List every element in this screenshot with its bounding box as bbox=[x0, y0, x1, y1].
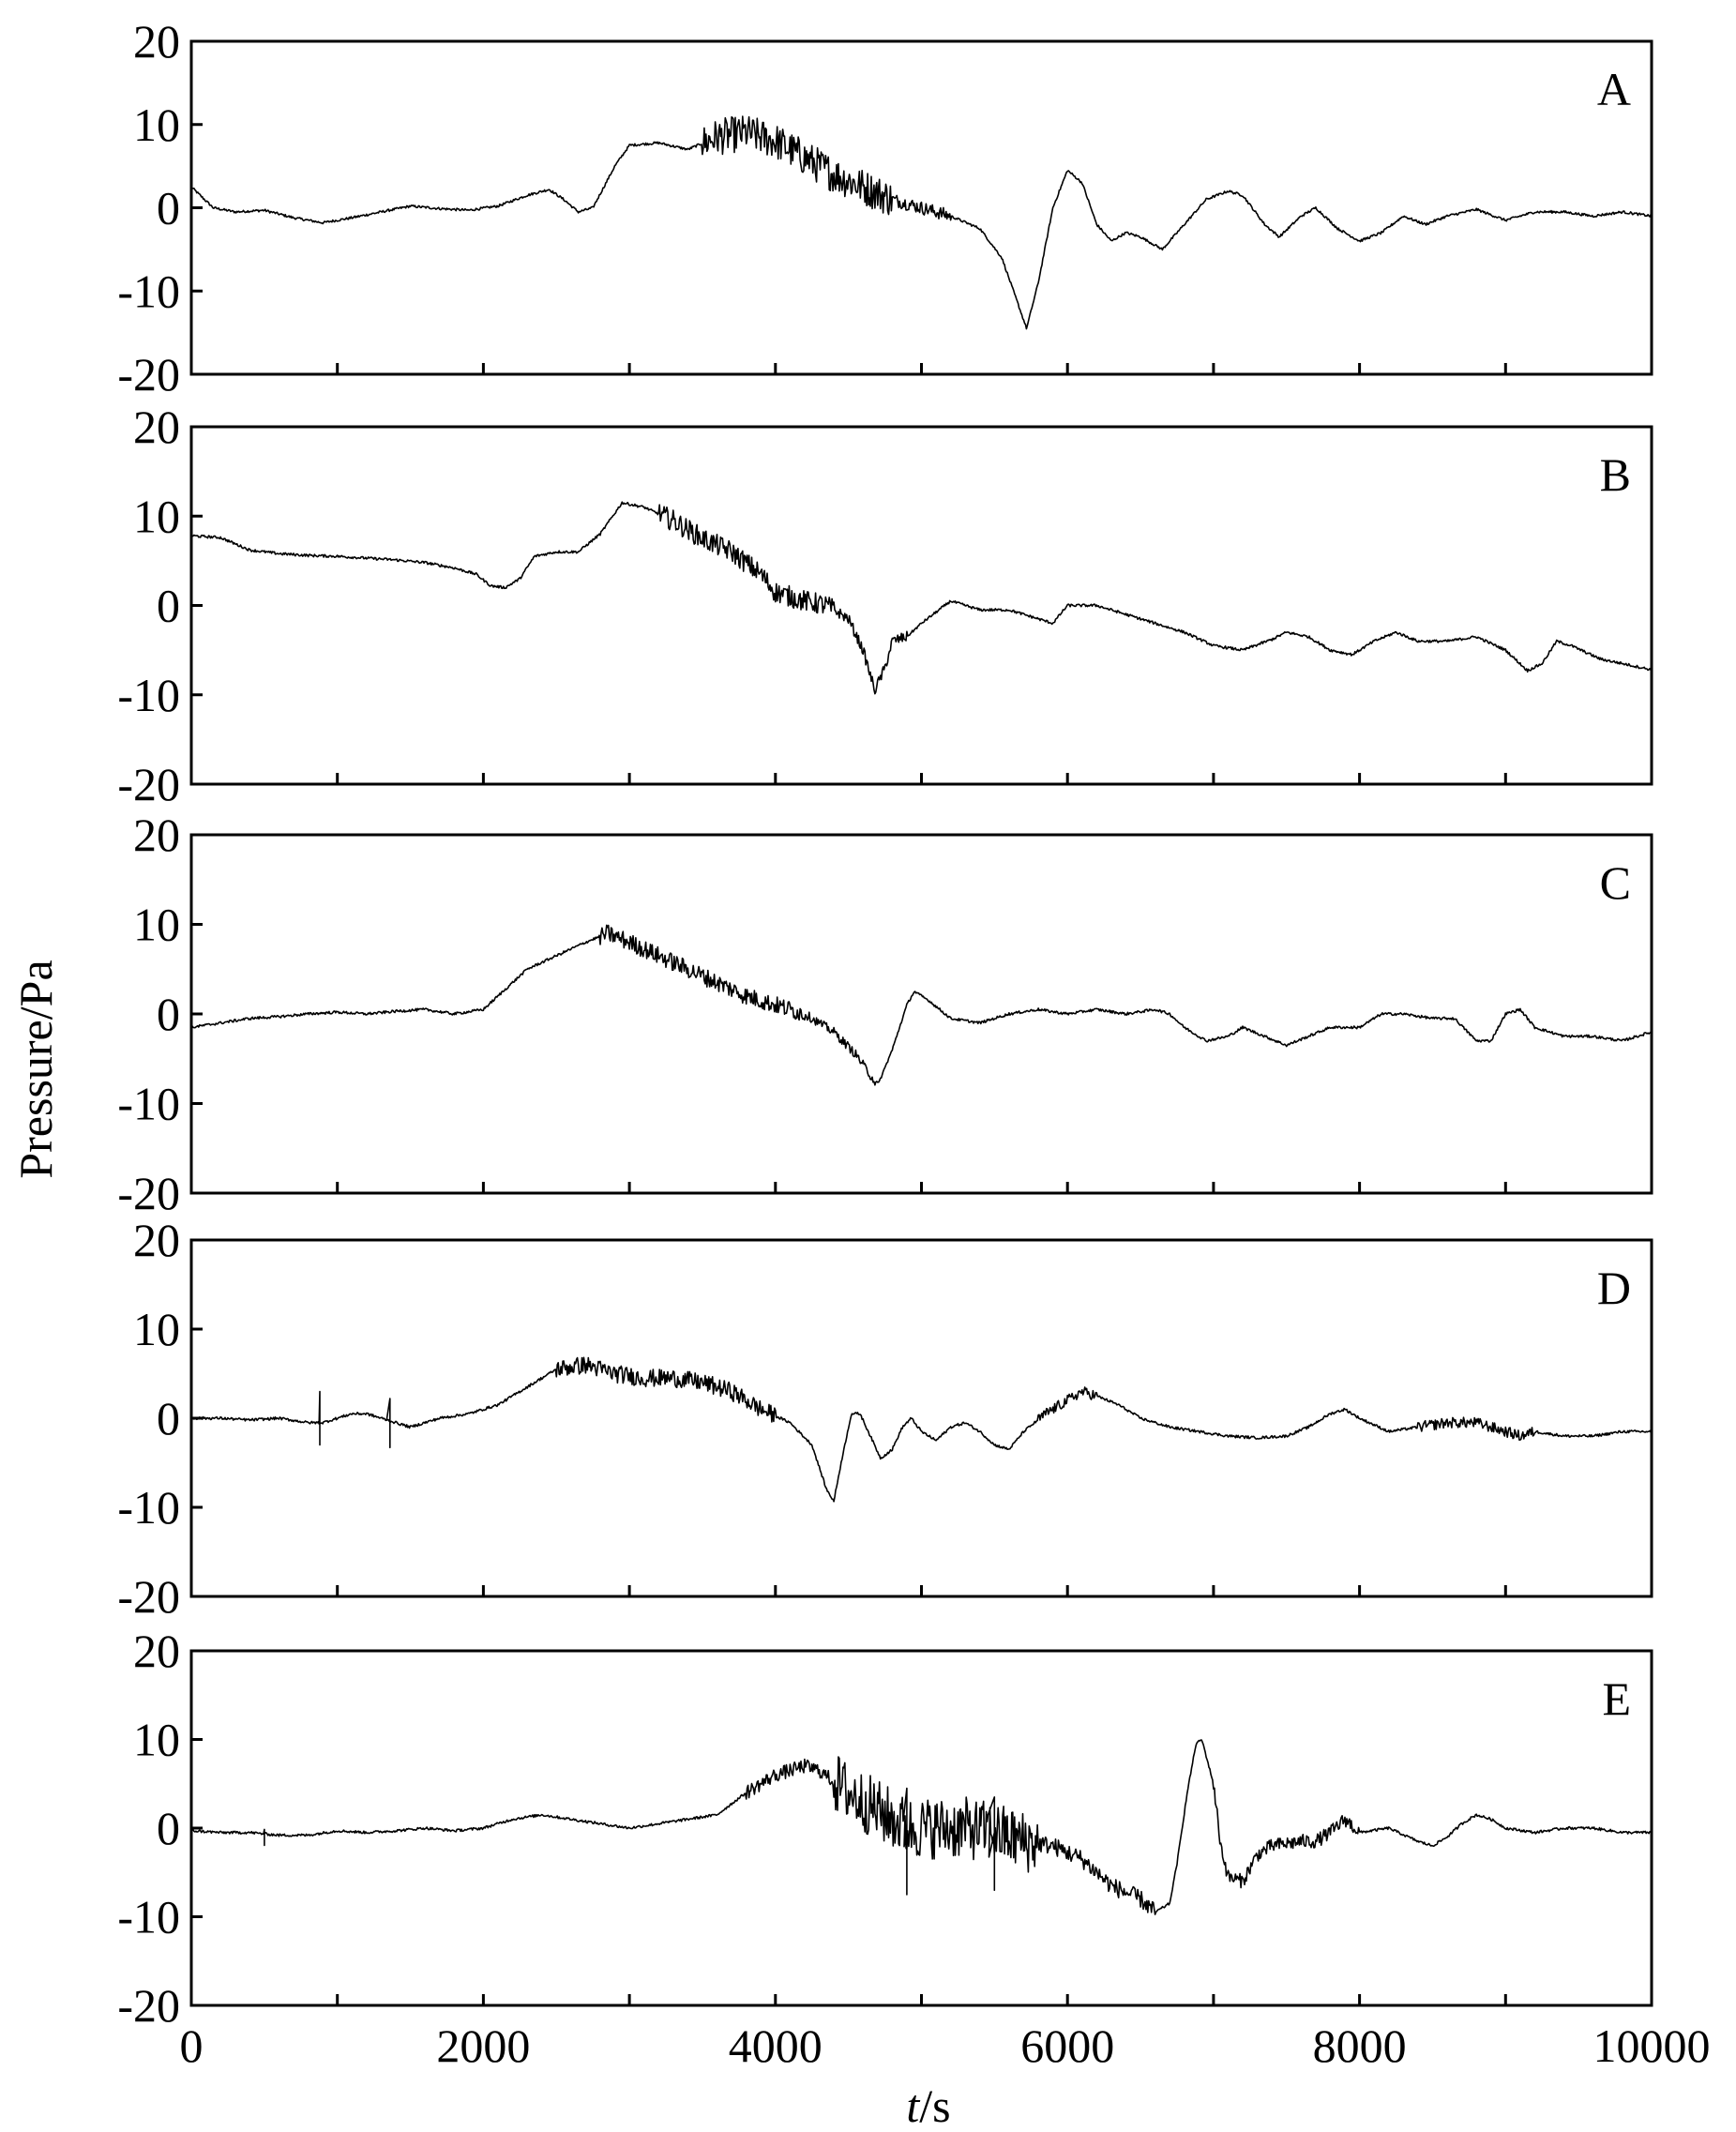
y-axis-title: Pressure/Pa bbox=[9, 960, 62, 1178]
y-tick-label-10: 10 bbox=[133, 899, 180, 951]
panel-frame bbox=[189, 425, 1653, 786]
y-tick-label-10: -10 bbox=[117, 669, 180, 721]
y-tick-label-10: 10 bbox=[133, 1714, 180, 1766]
panel-b: 20 10 0 -10 -20 B bbox=[117, 401, 1653, 810]
y-tick-label-0: 0 bbox=[157, 988, 180, 1040]
y-tick-label-10: -10 bbox=[117, 1481, 180, 1534]
x-tick-label-0: 0 bbox=[180, 2019, 204, 2072]
y-tick-label-20: -20 bbox=[117, 1167, 180, 1219]
panel-label-c: C bbox=[1600, 856, 1631, 909]
y-tick-label-10: -10 bbox=[117, 1078, 180, 1130]
y-tick-label-20: -20 bbox=[117, 348, 180, 401]
x-tick-label-6000: 6000 bbox=[1020, 2019, 1114, 2072]
panels: 20 10 0 -10 -20 A 20 10 0 -10 -20 B 20 10 0 -10 -20 C 20 10… bbox=[117, 15, 1653, 2032]
y-tick-label-10: -10 bbox=[117, 1891, 180, 1943]
panel-e: 20 10 0 -10 -20 E bbox=[117, 1625, 1653, 2032]
x-tick-label-2000: 2000 bbox=[436, 2019, 530, 2072]
x-tick-label-10000: 10000 bbox=[1593, 2019, 1711, 2072]
panel-d: 20 10 0 -10 -20 D bbox=[117, 1214, 1653, 1623]
series-line-d bbox=[190, 1356, 1653, 1503]
y-tick-label-20: -20 bbox=[117, 1570, 180, 1623]
panel-frame bbox=[189, 833, 1653, 1195]
y-tick-label-20: 20 bbox=[133, 1214, 180, 1266]
series-line-b bbox=[190, 501, 1653, 695]
y-tick-label-0: 0 bbox=[157, 580, 180, 632]
x-axis-title-unit: /s bbox=[919, 2079, 950, 2132]
panel-label-d: D bbox=[1597, 1262, 1631, 1314]
x-axis-title: t/s bbox=[906, 2079, 950, 2132]
panel-c: 20 10 0 -10 -20 C bbox=[117, 809, 1653, 1219]
series-line-e bbox=[190, 1739, 1653, 1915]
x-tick-label-4000: 4000 bbox=[729, 2019, 823, 2072]
series-line-a bbox=[190, 115, 1653, 330]
panel-label-e: E bbox=[1602, 1672, 1631, 1725]
y-tick-label-10: 10 bbox=[133, 98, 180, 151]
x-tick-labels: 0 2000 4000 6000 8000 10000 bbox=[180, 2019, 1711, 2072]
y-tick-label-20: 20 bbox=[133, 401, 180, 453]
panel-label-a: A bbox=[1597, 63, 1631, 115]
y-tick-label-0: 0 bbox=[157, 182, 180, 234]
panel-frame bbox=[189, 1238, 1653, 1598]
y-tick-label-0: 0 bbox=[157, 1802, 180, 1854]
y-tick-label-10: 10 bbox=[133, 1303, 180, 1355]
y-tick-label-20: 20 bbox=[133, 1625, 180, 1677]
x-tick-label-8000: 8000 bbox=[1313, 2019, 1407, 2072]
series-line-c bbox=[190, 924, 1653, 1086]
y-tick-label-20: 20 bbox=[133, 15, 180, 68]
y-tick-label-20: 20 bbox=[133, 809, 180, 861]
x-axis-title-variable: t bbox=[906, 2079, 920, 2132]
y-tick-label-20: -20 bbox=[117, 758, 180, 810]
y-tick-label-10: -10 bbox=[117, 265, 180, 317]
y-tick-label-20: -20 bbox=[117, 1979, 180, 2032]
panel-a: 20 10 0 -10 -20 A bbox=[117, 15, 1653, 401]
y-tick-label-10: 10 bbox=[133, 490, 180, 542]
y-tick-label-0: 0 bbox=[157, 1392, 180, 1444]
panel-label-b: B bbox=[1600, 448, 1631, 501]
